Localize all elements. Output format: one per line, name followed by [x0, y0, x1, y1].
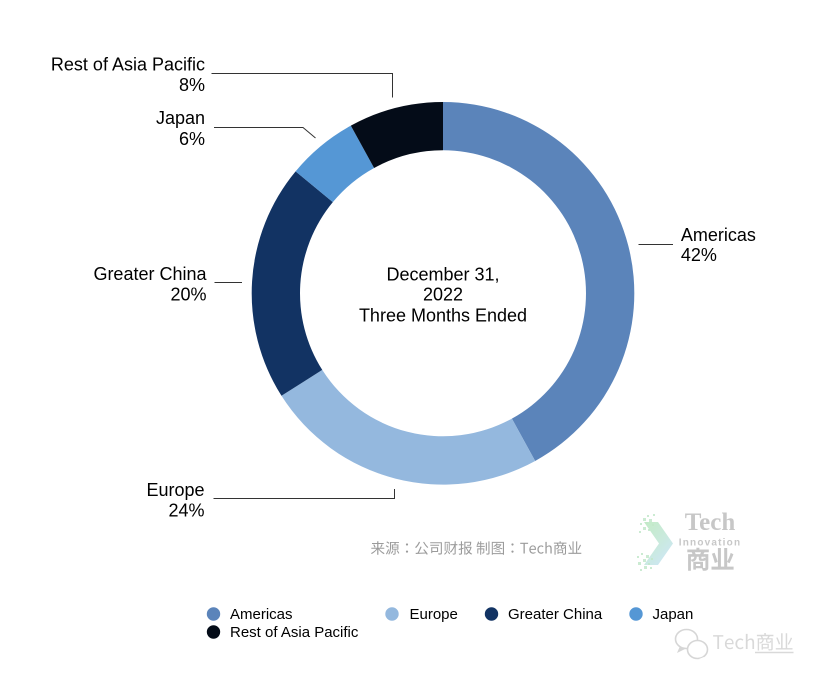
svg-text:6%: 6% — [179, 129, 205, 149]
svg-text:Greater China: Greater China — [93, 264, 207, 284]
svg-text:Europe: Europe — [146, 480, 204, 500]
svg-text:24%: 24% — [168, 501, 204, 521]
svg-text:42%: 42% — [681, 245, 717, 265]
svg-text:Americas: Americas — [230, 606, 293, 623]
svg-text:Tech: Tech — [685, 509, 736, 536]
svg-text:Europe: Europe — [410, 606, 458, 623]
svg-text:December 31,: December 31, — [386, 264, 499, 284]
svg-text:Japan: Japan — [653, 606, 694, 623]
svg-text:2022: 2022 — [423, 285, 463, 305]
svg-text:20%: 20% — [170, 284, 206, 304]
svg-text:Japan: Japan — [156, 108, 205, 128]
svg-text:8%: 8% — [179, 75, 205, 95]
svg-text:Rest of Asia Pacific: Rest of Asia Pacific — [230, 624, 359, 641]
svg-text:Rest of Asia Pacific: Rest of Asia Pacific — [51, 55, 205, 75]
svg-text:Three Months Ended: Three Months Ended — [359, 306, 527, 326]
svg-text:Greater China: Greater China — [508, 606, 603, 623]
svg-text:Americas: Americas — [681, 225, 756, 245]
svg-text:Innovation: Innovation — [679, 538, 742, 549]
